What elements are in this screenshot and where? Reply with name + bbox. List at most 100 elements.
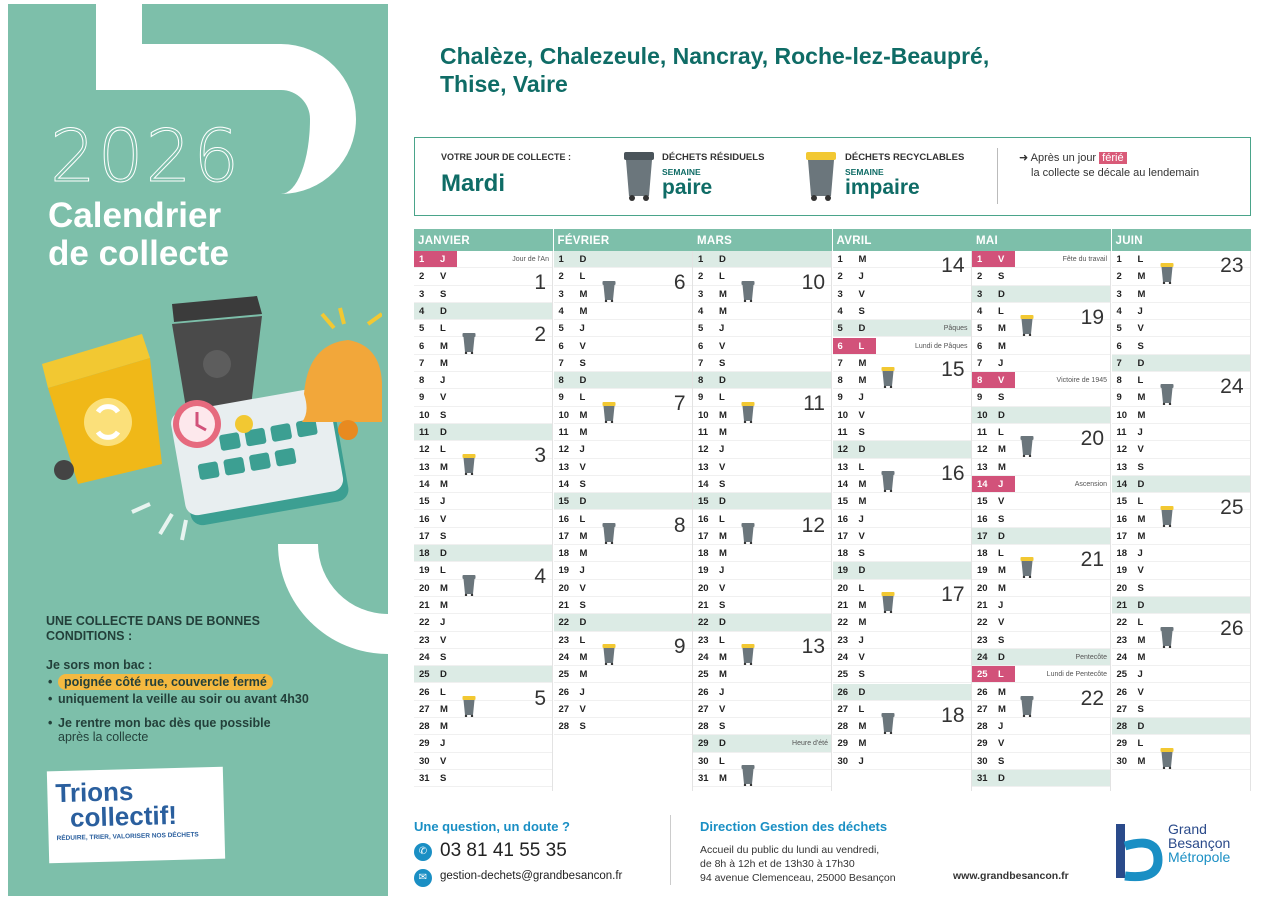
row-separator [414, 405, 552, 407]
residual-bin-icon [1160, 626, 1173, 648]
day-number: 13 [1116, 461, 1128, 473]
row-separator [1111, 422, 1250, 424]
day-number: 1 [558, 254, 564, 265]
row-separator [832, 353, 971, 355]
day-number: 31 [419, 773, 430, 784]
day-letter: S [1137, 340, 1144, 352]
row-separator [414, 440, 552, 442]
day-number: 26 [977, 686, 988, 698]
day-number: 10 [698, 409, 709, 421]
row-separator [693, 509, 831, 511]
logo-grand: Grand [1168, 821, 1207, 837]
day-letter: L [998, 669, 1004, 681]
week-number: 26 [1220, 617, 1244, 641]
week-number: 4 [534, 565, 546, 589]
row-separator [414, 267, 552, 269]
row-separator [972, 734, 1110, 736]
day-row: 10 D [972, 406, 1110, 424]
residual-label: DÉCHETS RÉSIDUELS [662, 152, 765, 163]
day-number: 4 [837, 305, 843, 317]
condition-return-2: après la collecte [58, 730, 149, 744]
week-number: 22 [1080, 686, 1104, 710]
day-number: 14 [419, 478, 430, 490]
day-number: 5 [698, 323, 704, 335]
day-letter: M [579, 669, 588, 681]
day-letter: D [579, 617, 587, 629]
day-number: 26 [558, 686, 570, 698]
month-header: JANVIER [414, 229, 553, 251]
row-separator [972, 457, 1110, 459]
day-letter: S [998, 392, 1005, 404]
week-number: 10 [801, 271, 825, 295]
day-letter: M [440, 703, 448, 715]
grand-besancon-logo-icon [1116, 824, 1163, 882]
day-row: 23 L [553, 632, 692, 649]
day-number: 24 [837, 651, 849, 663]
day-letter: V [998, 496, 1005, 508]
day-number: 29 [977, 738, 988, 750]
day-letter: S [579, 600, 586, 611]
day-letter: D [998, 651, 1005, 663]
day-letter: L [1137, 375, 1144, 387]
week-number: 1 [534, 271, 546, 295]
day-row: 21 S [693, 597, 831, 615]
day-row: 12 M [972, 441, 1110, 459]
day-letter: V [719, 582, 726, 594]
day-row: 11 D [414, 424, 552, 442]
day-row: 18 S [832, 545, 971, 563]
day-letter: J [1137, 548, 1143, 560]
day-number: 5 [837, 323, 843, 335]
day-letter: M [440, 461, 448, 473]
day-row: 26 J [693, 684, 831, 701]
day-number: 1 [419, 254, 425, 265]
month-6: JUIN 1 L 2 M 3 M 4 J 5 V 6 S 7 D 8 L 9 M 10 M 11 J 12 V 13 S 14 D 15 L… [1111, 229, 1251, 793]
day-letter: L [1137, 496, 1144, 508]
day-row: 18 D [414, 545, 552, 563]
day-row: 17 D [972, 527, 1110, 546]
row-separator [553, 319, 692, 321]
day-number: 4 [558, 305, 564, 317]
day-number: 22 [558, 617, 570, 629]
row-separator [832, 457, 971, 459]
day-row: 22 D [693, 614, 831, 632]
day-letter: M [1137, 530, 1146, 542]
day-number: 21 [1116, 600, 1128, 611]
conditions-intro: Je sors mon bac : [46, 658, 153, 672]
day-row: 17 M [1111, 528, 1250, 546]
row-separator [972, 578, 1110, 580]
row-separator [693, 319, 831, 321]
row-separator [553, 336, 692, 338]
row-separator [832, 613, 971, 615]
row-separator [693, 682, 831, 684]
day-number: 24 [419, 651, 430, 663]
day-letter: V [440, 513, 447, 525]
day-row: 21 J [972, 597, 1110, 615]
row-separator [414, 699, 552, 701]
day-number: 8 [1116, 375, 1122, 387]
footer-phone[interactable]: 03 81 41 55 35 [440, 840, 567, 861]
logo-besancon: Besançon [1168, 835, 1231, 851]
month-days: 1 M 2 J 3 V 4 S 5 D Pâques 6 L Lundi de Pâques 7 M 8 M 9 J 1… [832, 251, 972, 792]
day-letter: M [1137, 755, 1146, 767]
day-row: 19 J [693, 562, 831, 580]
day-row: 20 L [832, 580, 971, 597]
footer-website[interactable]: www.grandbesancon.fr [953, 870, 1069, 882]
day-letter: D [998, 530, 1005, 542]
day-row: 29 V [972, 735, 1110, 753]
day-number: 16 [1116, 513, 1128, 525]
row-separator [553, 284, 692, 286]
day-row: 20 M [414, 580, 552, 597]
day-number: 7 [558, 357, 564, 369]
footer-email[interactable]: gestion-dechets@grandbesancon.fr [440, 870, 623, 882]
